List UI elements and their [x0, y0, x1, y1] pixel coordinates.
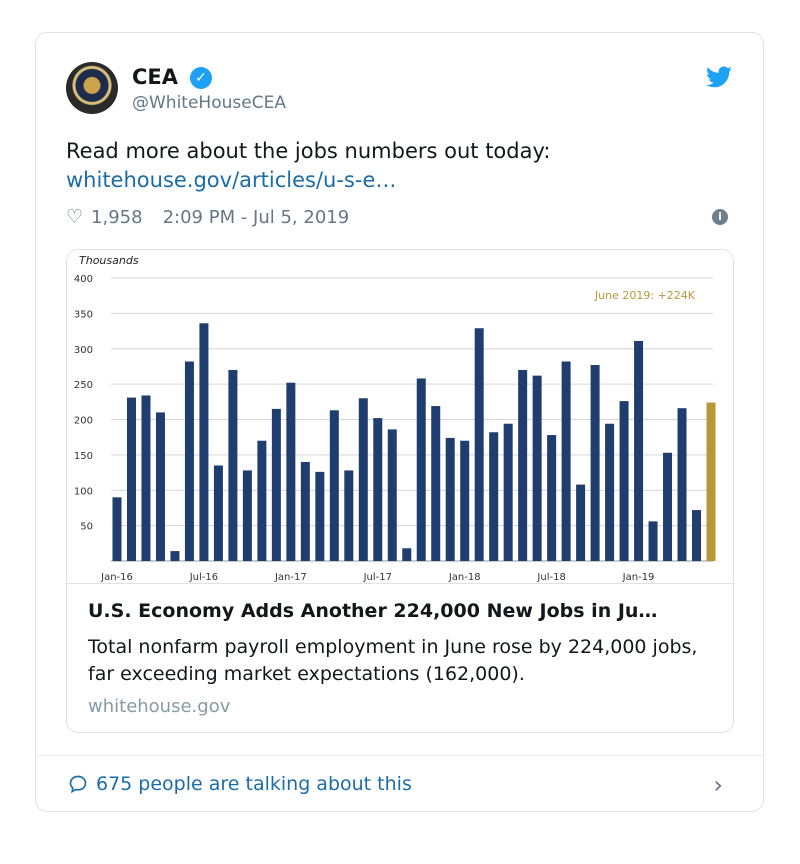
bar — [416, 378, 426, 561]
bar — [228, 369, 238, 561]
bar — [532, 375, 542, 561]
y-tick-label: 50 — [80, 522, 93, 533]
chart-annotation: June 2019: +224K — [594, 289, 696, 302]
x-tick-label: Jan-19 — [622, 572, 655, 583]
card-image: 400 350 300 250 200 150 100 50 Jan-16 Jul-16 Jan-… — [67, 250, 733, 584]
x-tick-label: Jul-17 — [363, 572, 392, 583]
x-tick-label: Jan-17 — [274, 572, 307, 583]
x-tick-label: Jan-16 — [100, 572, 133, 583]
chart-ylabel: Thousands — [79, 254, 139, 267]
link-card[interactable]: 400 350 300 250 200 150 100 50 Jan-16 Jul-16 Jan-… — [66, 249, 734, 733]
bar — [126, 397, 136, 561]
bar — [271, 408, 281, 561]
bar — [170, 551, 180, 561]
y-tick-label: 100 — [74, 486, 93, 497]
tweet-link[interactable]: whitehouse.gov/articles/u-s-e… — [66, 168, 397, 192]
bar — [547, 435, 557, 561]
account-handle[interactable]: @WhiteHouseCEA — [132, 93, 286, 113]
verified-badge-icon: ✓ — [190, 67, 212, 89]
bar — [576, 484, 586, 561]
bar — [213, 465, 223, 561]
x-tick-label: Jan-18 — [448, 572, 481, 583]
bar — [460, 440, 470, 561]
x-tick-label: Jul-18 — [536, 572, 565, 583]
y-tick-label: 300 — [74, 345, 93, 356]
bar — [141, 395, 151, 561]
bar — [663, 452, 673, 561]
card-description: Total nonfarm payroll employment in June… — [88, 636, 698, 685]
tweet-embed: CEA ✓ @WhiteHouseCEA Read more about the… — [35, 32, 764, 812]
card-title[interactable]: U.S. Economy Adds Another 224,000 New Jo… — [88, 600, 658, 622]
bar — [300, 461, 310, 561]
speech-bubble-icon — [69, 775, 87, 794]
bar — [561, 361, 571, 561]
y-tick-label: 250 — [74, 380, 93, 391]
bar — [619, 401, 629, 561]
jobs-bar-chart: 400 350 300 250 200 150 100 50 Jan-16 Jul-16 Jan-… — [74, 254, 716, 583]
bar — [489, 432, 499, 561]
bar — [242, 470, 252, 561]
bar — [518, 369, 528, 561]
bar — [445, 437, 455, 561]
x-tick-label: Jul-16 — [189, 572, 218, 583]
bar — [503, 423, 513, 561]
bar — [358, 398, 368, 561]
bar — [184, 361, 194, 561]
bar — [286, 382, 296, 561]
bar — [199, 323, 209, 561]
bar — [329, 410, 339, 561]
twitter-bird-icon[interactable] — [705, 63, 733, 91]
bar — [431, 406, 441, 561]
tweet-meta: ♡ 1,958 2:09 PM - Jul 5, 2019 — [66, 206, 349, 228]
chevron-right-icon[interactable]: › — [713, 771, 723, 799]
bar — [387, 429, 397, 561]
bar — [373, 418, 383, 561]
bar — [677, 408, 687, 561]
account-name[interactable]: CEA — [132, 65, 179, 89]
info-icon[interactable]: i — [712, 209, 728, 225]
bar — [605, 423, 615, 561]
y-tick-label: 150 — [74, 451, 93, 462]
tweet-text-body: Read more about the jobs numbers out tod… — [66, 139, 551, 163]
bar — [692, 510, 702, 561]
y-tick-label: 200 — [74, 416, 93, 427]
bar — [344, 470, 354, 561]
tweet-timestamp[interactable]: 2:09 PM - Jul 5, 2019 — [162, 206, 350, 228]
conversation-link[interactable]: 675 people are talking about this — [68, 773, 412, 795]
tweet-text: Read more about the jobs numbers out tod… — [66, 137, 706, 195]
bar — [315, 471, 325, 561]
bar — [634, 340, 644, 561]
bar — [402, 548, 412, 561]
like-count[interactable]: 1,958 — [91, 206, 143, 228]
bar — [474, 328, 484, 561]
y-tick-label: 400 — [74, 274, 93, 285]
y-tick-label: 350 — [74, 309, 93, 320]
talking-count[interactable]: 675 people are talking about this — [96, 773, 412, 795]
bar — [590, 365, 600, 561]
avatar[interactable] — [66, 62, 118, 114]
heart-icon[interactable]: ♡ — [66, 206, 84, 228]
bar-highlight — [706, 402, 716, 561]
divider — [36, 755, 763, 756]
bar — [257, 440, 267, 561]
bar — [648, 521, 658, 561]
bar — [155, 412, 165, 561]
card-domain: whitehouse.gov — [88, 696, 231, 717]
bar — [112, 497, 122, 561]
